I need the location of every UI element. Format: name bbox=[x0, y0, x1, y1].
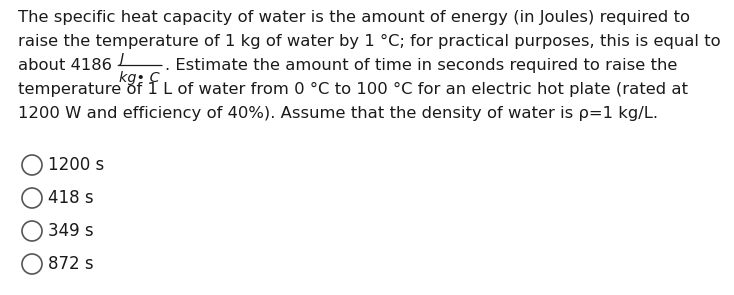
Text: 1200 s: 1200 s bbox=[48, 156, 104, 174]
Text: 1200 W and efficiency of 40%). Assume that the density of water is ρ=1 kg/L.: 1200 W and efficiency of 40%). Assume th… bbox=[18, 106, 658, 121]
Text: about 4186: about 4186 bbox=[18, 58, 117, 73]
Text: raise the temperature of 1 kg of water by 1 °C; for practical purposes, this is : raise the temperature of 1 kg of water b… bbox=[18, 34, 721, 49]
Text: kg• C: kg• C bbox=[119, 71, 160, 85]
Text: temperature of 1 L of water from 0 °C to 100 °C for an electric hot plate (rated: temperature of 1 L of water from 0 °C to… bbox=[18, 82, 688, 97]
Text: 872 s: 872 s bbox=[48, 255, 94, 273]
Text: 418 s: 418 s bbox=[48, 189, 94, 207]
Text: The specific heat capacity of water is the amount of energy (in Joules) required: The specific heat capacity of water is t… bbox=[18, 10, 690, 25]
Text: J: J bbox=[119, 52, 123, 66]
Text: 349 s: 349 s bbox=[48, 222, 94, 240]
Text: . Estimate the amount of time in seconds required to raise the: . Estimate the amount of time in seconds… bbox=[165, 58, 677, 73]
